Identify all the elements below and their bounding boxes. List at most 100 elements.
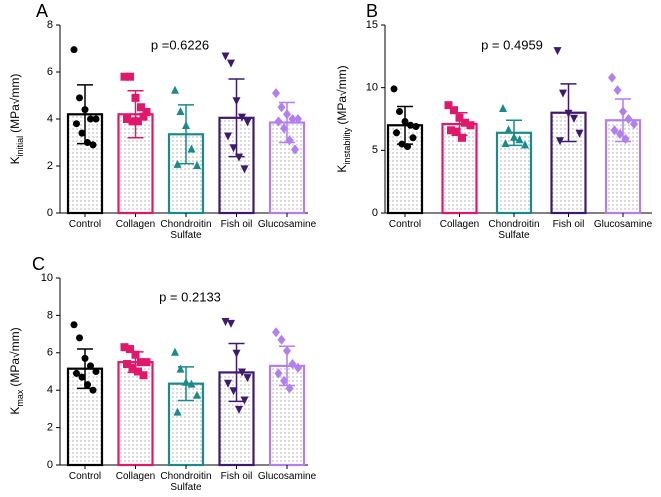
data-point [510,132,518,141]
x-tick-label: Chondroitin Sulfate [488,219,540,241]
data-point [624,114,633,124]
data-point [272,327,280,338]
y-axis-label: Kmax (MPa√mm) [8,327,25,414]
data-point [171,85,179,94]
data-point [608,72,616,83]
data-point [447,126,455,135]
data-point [87,362,94,370]
data-point [396,107,403,115]
data-point [134,367,142,376]
annotation: p = 0.4959 [481,37,543,52]
x-tick-label: Chondroitin Sulfate [160,219,212,241]
y-tick-label: 6 [47,347,53,359]
data-point [294,114,302,124]
data-point [280,375,288,386]
data-point [84,381,91,389]
y-tick-label: 4 [47,113,53,125]
panel-label: C [32,254,45,274]
data-point [610,125,619,136]
data-point [404,143,411,151]
data-point [229,387,238,396]
y-tick-label: 15 [366,19,378,31]
data-point [515,135,524,144]
data-point [450,106,458,115]
data-point [139,112,148,121]
y-label-sub: initial [15,136,25,157]
panel-label: B [366,1,378,21]
data-point [288,359,297,370]
y-label-main: K [8,407,22,415]
x-tick-label: Control [388,219,422,230]
y-tick-label: 8 [47,19,53,31]
data-point [553,47,562,56]
data-point [277,102,286,113]
data-point [171,347,179,356]
data-point [73,120,80,128]
data-point [81,106,89,114]
y-axis-label: Kinitial (MPa√mm) [8,74,25,165]
data-point [142,358,151,367]
data-point [272,88,280,99]
data-point [187,144,196,153]
y-tick-label: 0 [372,207,378,219]
data-point [630,119,638,130]
data-point [182,121,190,130]
y-tick-label: 8 [47,309,53,321]
data-point [621,134,630,145]
data-point [92,368,100,375]
data-point [274,116,283,127]
data-point [227,59,235,68]
data-point [564,109,573,118]
data-point [139,371,148,380]
data-point [142,107,151,116]
y-tick-label: 0 [47,459,53,471]
data-point [458,133,466,142]
data-point [229,144,238,153]
data-point [123,115,131,123]
data-point [409,134,417,142]
x-tick-label: Chondroitin Sulfate [160,471,212,493]
y-tick-label: 2 [47,160,53,172]
data-point [92,115,100,123]
data-point [120,72,129,81]
data-point [619,106,627,117]
y-label-sub: instability [342,127,352,165]
y-tick-label: 5 [372,144,378,156]
y-tick-label: 0 [47,207,53,219]
annotation: p = 0.2133 [159,289,221,304]
data-point [499,103,507,112]
panel-label: A [36,1,48,21]
x-tick-label: Fish oil [552,219,585,230]
data-point [240,165,249,174]
data-point [221,52,230,61]
data-point [224,132,232,141]
error-bar [506,119,522,147]
y-tick-label: 4 [47,384,53,396]
data-point [570,114,578,123]
data-point [274,368,283,379]
data-point [182,377,190,386]
data-point [398,140,406,148]
data-point [285,135,294,146]
data-point [243,374,252,383]
data-point [613,85,622,96]
data-point [294,362,302,373]
data-point [123,360,131,369]
data-point [89,386,97,394]
x-tick-label: Glucosamine [257,471,317,482]
y-tick-label: 2 [47,422,53,434]
data-point [283,345,291,356]
data-point [73,369,80,377]
y-label-unit: (MPa√mm) [8,327,22,386]
data-point [240,396,249,405]
data-point [128,117,137,126]
data-point [291,144,299,155]
data-point [556,137,564,146]
annotation: p =0.6226 [151,37,209,52]
data-point [76,94,83,102]
data-point [616,129,624,140]
data-point [238,113,246,122]
data-point [134,117,142,126]
bar [117,361,154,467]
